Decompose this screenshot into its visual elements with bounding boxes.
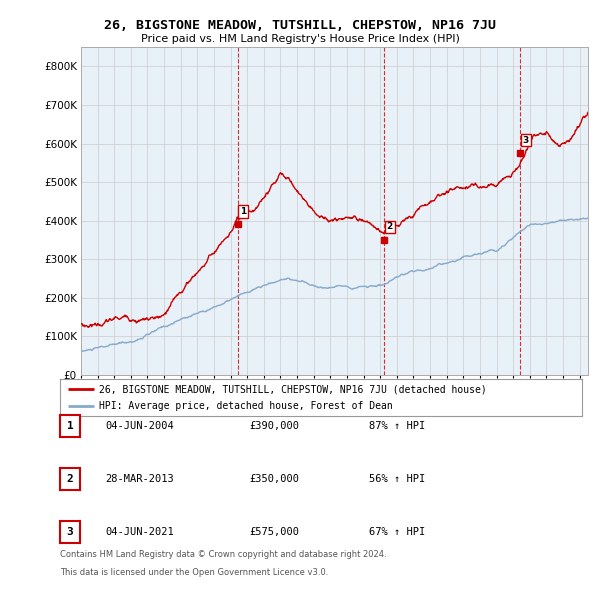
Text: 56% ↑ HPI: 56% ↑ HPI bbox=[369, 474, 425, 484]
Text: 1: 1 bbox=[67, 421, 73, 431]
Text: 1: 1 bbox=[240, 207, 247, 216]
Text: 04-JUN-2021: 04-JUN-2021 bbox=[105, 527, 174, 537]
Text: 04-JUN-2004: 04-JUN-2004 bbox=[105, 421, 174, 431]
Text: £390,000: £390,000 bbox=[249, 421, 299, 431]
Text: 2: 2 bbox=[386, 222, 393, 231]
Text: Contains HM Land Registry data © Crown copyright and database right 2024.: Contains HM Land Registry data © Crown c… bbox=[60, 550, 386, 559]
Text: 28-MAR-2013: 28-MAR-2013 bbox=[105, 474, 174, 484]
Text: £575,000: £575,000 bbox=[249, 527, 299, 537]
Text: 3: 3 bbox=[67, 527, 73, 537]
Text: HPI: Average price, detached house, Forest of Dean: HPI: Average price, detached house, Fore… bbox=[99, 401, 393, 411]
Text: 3: 3 bbox=[523, 136, 529, 145]
Text: 26, BIGSTONE MEADOW, TUTSHILL, CHEPSTOW, NP16 7JU (detached house): 26, BIGSTONE MEADOW, TUTSHILL, CHEPSTOW,… bbox=[99, 384, 487, 394]
Text: 67% ↑ HPI: 67% ↑ HPI bbox=[369, 527, 425, 537]
Text: 2: 2 bbox=[67, 474, 73, 484]
Text: Price paid vs. HM Land Registry's House Price Index (HPI): Price paid vs. HM Land Registry's House … bbox=[140, 34, 460, 44]
Text: This data is licensed under the Open Government Licence v3.0.: This data is licensed under the Open Gov… bbox=[60, 568, 328, 577]
Text: 87% ↑ HPI: 87% ↑ HPI bbox=[369, 421, 425, 431]
Text: 26, BIGSTONE MEADOW, TUTSHILL, CHEPSTOW, NP16 7JU: 26, BIGSTONE MEADOW, TUTSHILL, CHEPSTOW,… bbox=[104, 19, 496, 32]
Text: £350,000: £350,000 bbox=[249, 474, 299, 484]
